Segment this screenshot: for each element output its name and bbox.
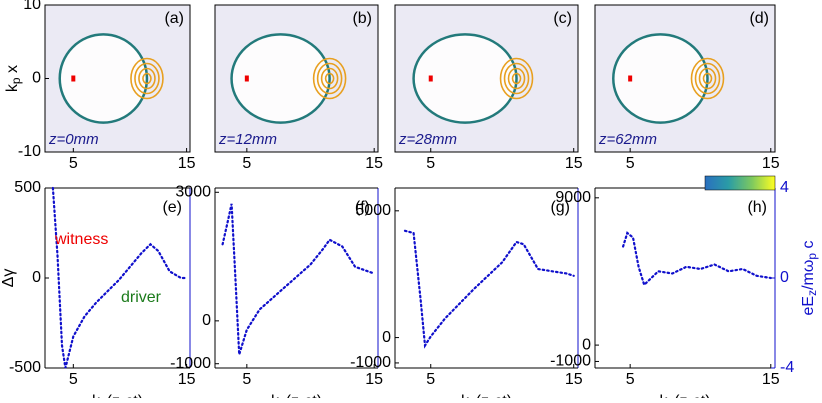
x-axis-label: kp(z-ct) (659, 393, 710, 398)
witness-bunch (245, 76, 249, 82)
x-tick-label: 5 (426, 155, 435, 172)
z-annotation: z=0mm (48, 131, 99, 148)
x-tick-label: 5 (242, 371, 251, 388)
x-tick-label: 15 (762, 155, 780, 172)
ez-line (623, 233, 771, 285)
panel-label: (e) (162, 199, 182, 216)
panel-label: (a) (164, 10, 184, 27)
x-tick-label: 15 (762, 371, 780, 388)
y-tick-label: 0 (32, 70, 41, 87)
x-tick-label: 15 (178, 155, 196, 172)
x-axis-label: kp(z-ct) (271, 393, 322, 398)
annotation: driver (121, 289, 162, 306)
ez-line (405, 231, 574, 346)
label-part: c (800, 241, 817, 253)
label-part: /mω (800, 260, 817, 290)
witness-bunch (71, 76, 75, 82)
panel-label: (c) (553, 10, 572, 27)
witness-bunch (429, 76, 433, 82)
x-tick-label: 15 (365, 155, 383, 172)
y-tick-label: 500 (14, 179, 41, 196)
y-tick-label: 0 (32, 269, 41, 286)
ez-line (223, 204, 375, 355)
colorbar (705, 176, 775, 190)
plasma-cavity (613, 34, 707, 122)
y2-axis-label: eEz/mωp c (800, 241, 819, 316)
y2-tick-label: 4 (780, 179, 789, 196)
y2-tick-label: -4 (780, 359, 794, 376)
y-tick-label: -10 (18, 143, 41, 160)
y-tick-label: 9000 (555, 189, 591, 206)
x-tick-label: 5 (426, 371, 435, 388)
y2-tick-label: 0 (780, 269, 789, 286)
x-axis-label: kp(z-ct) (461, 393, 512, 398)
panel-label: (b) (352, 10, 372, 27)
x-axis-label: kp(z-ct) (92, 393, 143, 398)
label-part: (z-ct) (286, 393, 322, 398)
y-tick-label: 0 (582, 336, 591, 353)
y-tick-label: 5000 (355, 202, 391, 219)
y-tick-label: 0 (202, 312, 211, 329)
x-tick-label: 15 (565, 155, 583, 172)
z-annotation: z=12mm (218, 131, 277, 148)
annotation: witness (54, 231, 108, 248)
x-tick-label: 5 (626, 371, 635, 388)
x-tick-label: 5 (626, 155, 635, 172)
y-tick-label: 0 (382, 329, 391, 346)
x-tick-label: 5 (69, 155, 78, 172)
label-part: eE (800, 296, 817, 316)
witness-bunch (628, 76, 632, 82)
label-part: (z-ct) (476, 393, 512, 398)
x-tick-label: 15 (365, 371, 383, 388)
y-tick-label: 10 (23, 0, 41, 13)
label-part: x (4, 65, 21, 77)
x-tick-label: 15 (565, 371, 583, 388)
label-part: (z-ct) (674, 393, 710, 398)
z-annotation: z=28mm (398, 131, 457, 148)
label-part: (z-ct) (107, 393, 143, 398)
z-annotation: z=62mm (598, 131, 657, 148)
y-tick-label: -500 (9, 359, 41, 376)
y-axis-label: Δγ (0, 269, 17, 288)
panel-label: (h) (747, 199, 767, 216)
y-tick-label: -1000 (170, 355, 211, 372)
x-tick-label: 15 (178, 371, 196, 388)
x-tick-label: 5 (69, 371, 78, 388)
x-tick-label: 5 (242, 155, 251, 172)
y-axis-label: kp x (4, 65, 23, 92)
y-tick-label: 3000 (175, 184, 211, 201)
y-tick-label: -1000 (550, 353, 591, 370)
panel-label: (d) (749, 10, 769, 27)
y-tick-label: -1000 (350, 354, 391, 371)
